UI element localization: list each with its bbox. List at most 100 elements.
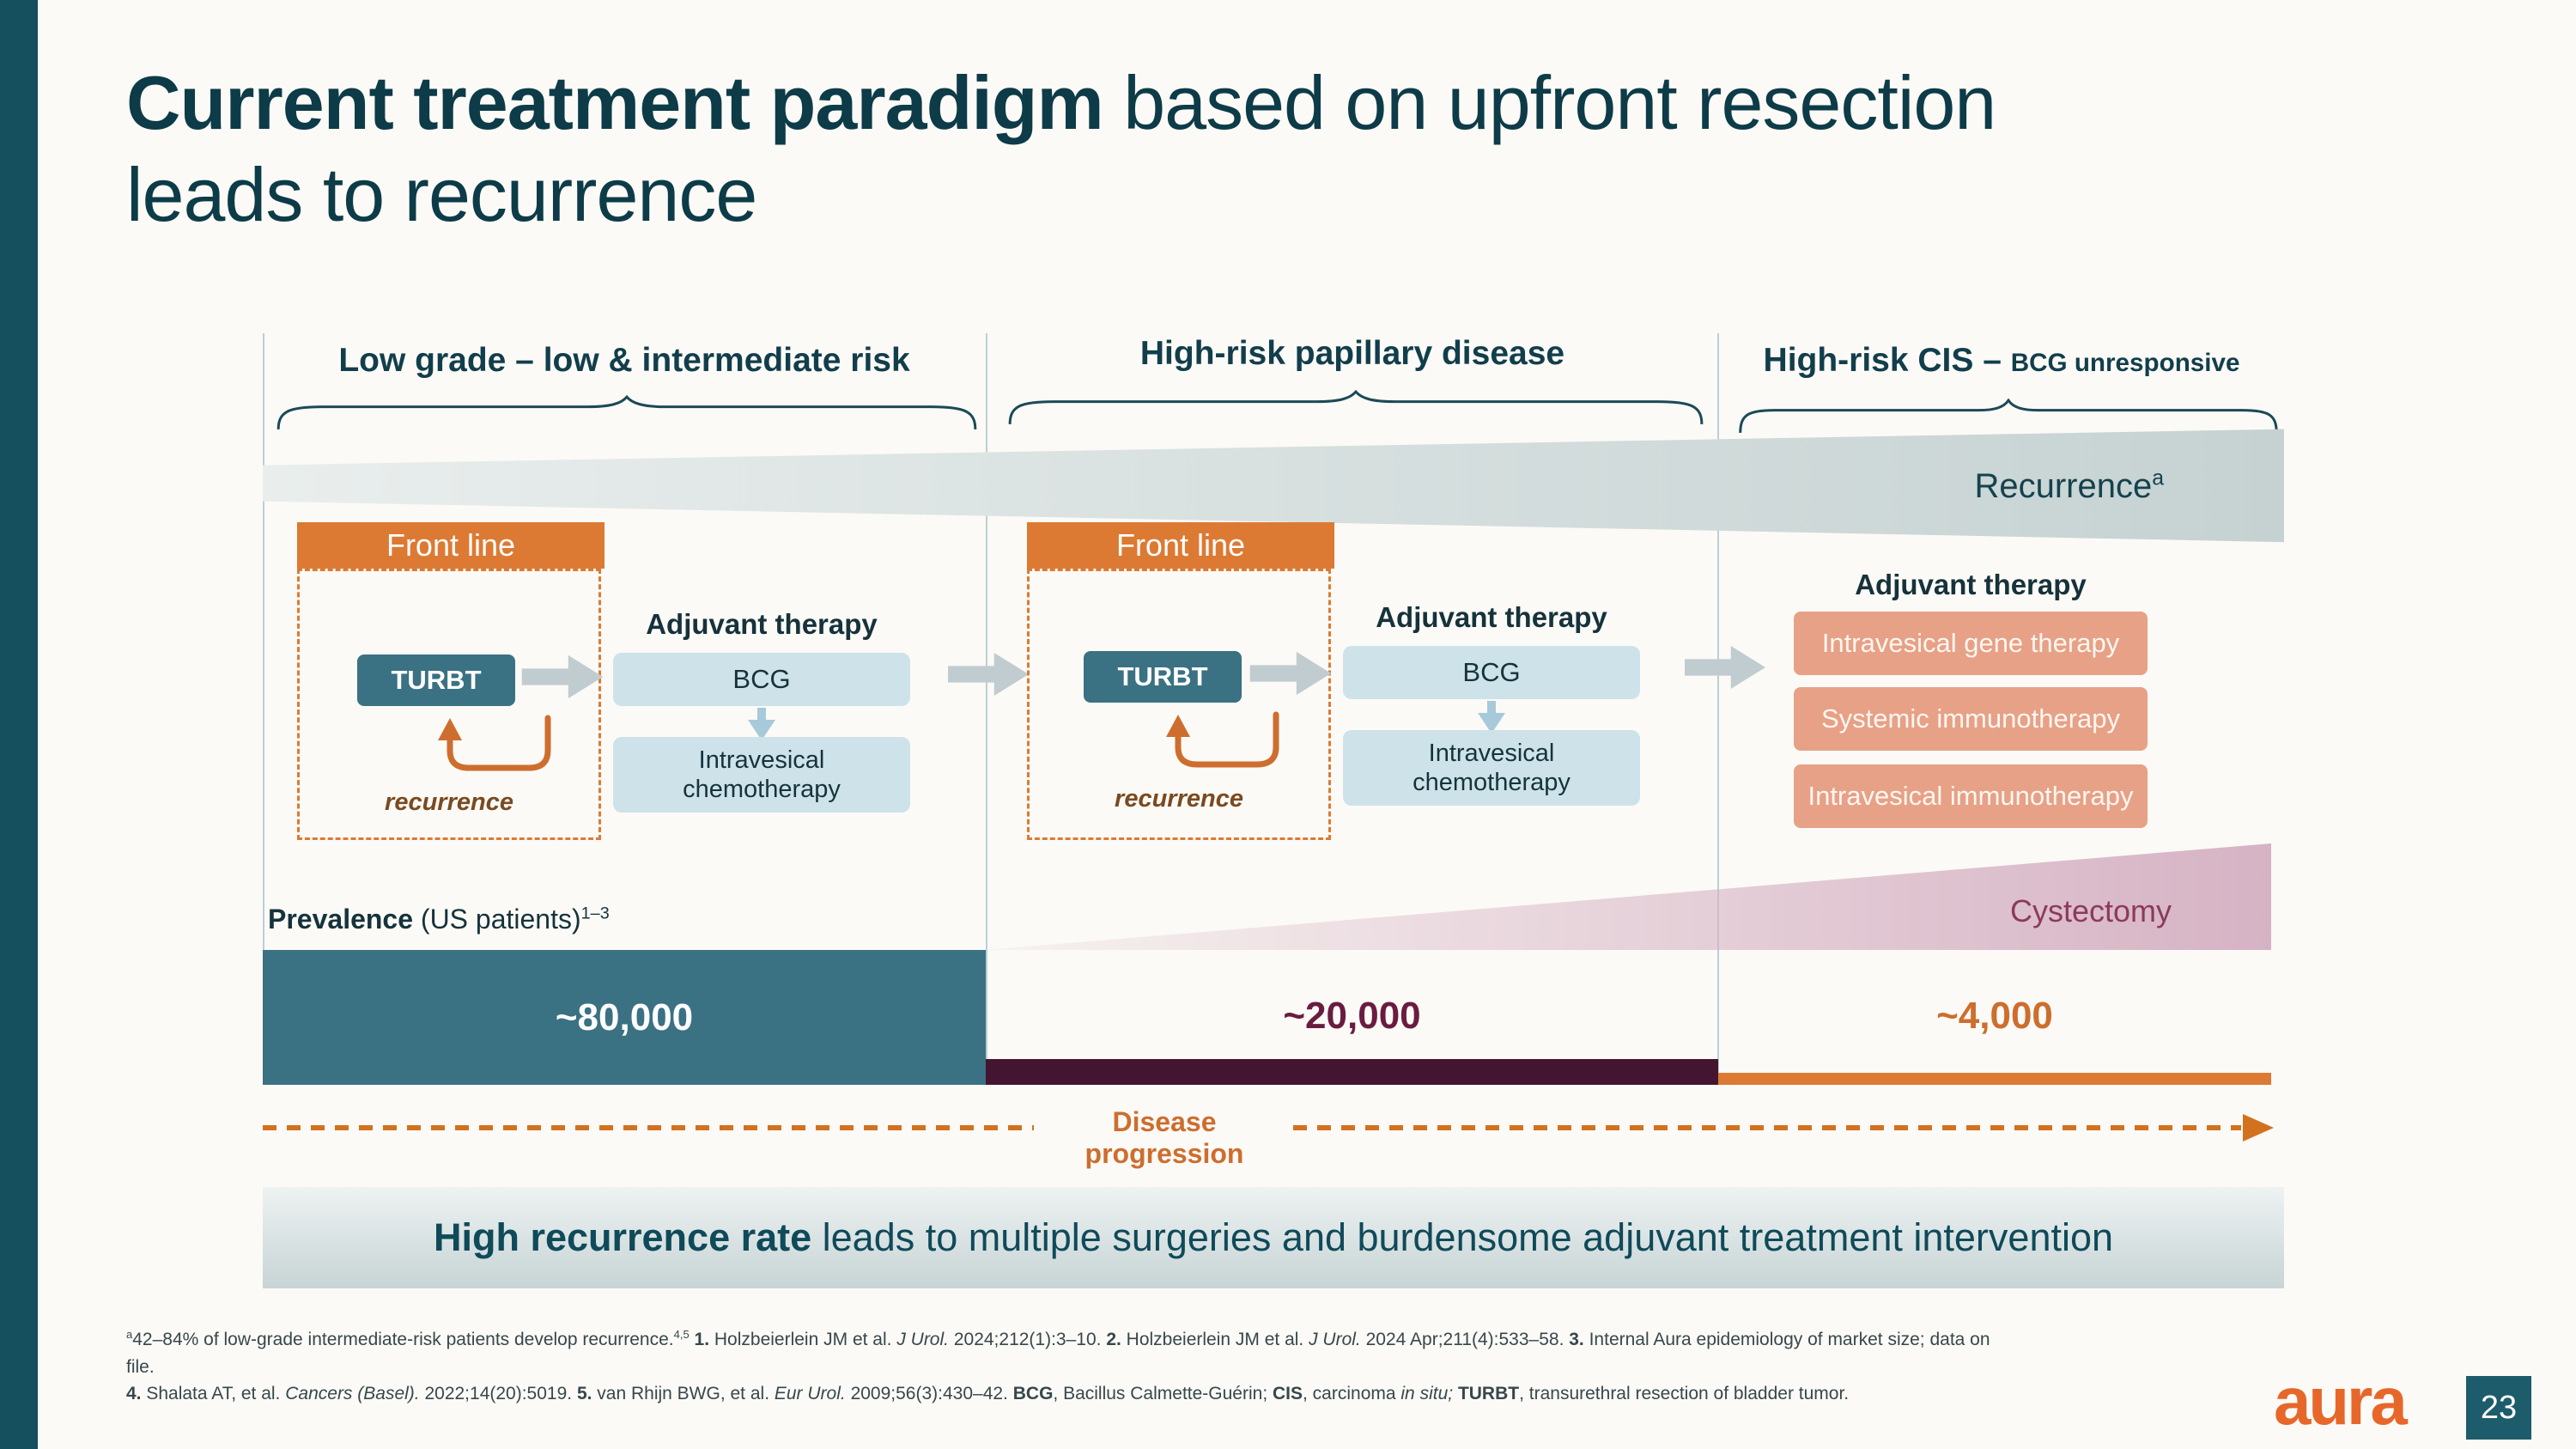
flow-arrow-icon-col2	[1247, 649, 1336, 697]
column-divider-1	[986, 333, 987, 1085]
text-segment: High-risk CIS –	[1763, 342, 2011, 379]
bcg-box-col2: BCG	[1343, 646, 1640, 699]
key-message-banner: High recurrence rate leads to multiple s…	[263, 1187, 2284, 1288]
disease-progression-label: Disease progression	[1084, 1106, 1244, 1169]
adjuvant-therapy-title-col1: Adjuvant therapy	[646, 608, 878, 640]
text-segment: BCG unresponsive	[2010, 349, 2240, 377]
text-segment: leads to multiple surgeries and burdenso…	[811, 1215, 2114, 1259]
disease-progression-dash-right	[1293, 1125, 2241, 1130]
text-segment: 5.	[576, 1384, 592, 1403]
text-segment: J Urol.	[1309, 1330, 1361, 1349]
text-segment: 2024;212(1):3–10.	[949, 1330, 1107, 1349]
text-segment: a	[2152, 466, 2164, 490]
text-segment: , carcinoma	[1303, 1384, 1401, 1403]
text-segment: Cancers (Basel).	[285, 1384, 420, 1403]
down-arrow-icon-col2	[1474, 701, 1509, 735]
text-segment: 4,5	[673, 1328, 690, 1341]
adjuvant-therapy-title-col2: Adjuvant therapy	[1376, 601, 1607, 633]
recurrence-band-label: Recurrencea	[1829, 467, 2164, 506]
text-segment: 3.	[1569, 1330, 1584, 1349]
text-segment: 1.	[694, 1330, 710, 1349]
slide-title-line1: Current treatment paradigm based on upfr…	[126, 57, 2462, 149]
cystectomy-label: Cystectomy	[2009, 893, 2172, 928]
prevalence-bar-high-risk-cis	[1718, 1073, 2271, 1085]
key-message-text: High recurrence rate leads to multiple s…	[434, 1215, 2113, 1260]
front-line-dashed-box-col2	[1027, 569, 1331, 840]
footnotes: a42–84% of low-grade intermediate-risk p…	[126, 1326, 2221, 1408]
adjuvant-therapy-title-col3: Adjuvant therapy	[1855, 569, 2087, 600]
text-segment: TURBT	[1457, 1384, 1520, 1403]
footnote-line-2: file.	[126, 1354, 2221, 1381]
left-accent-bar	[0, 0, 38, 1449]
text-segment: Shalata AT, et al.	[141, 1384, 286, 1403]
column-header-high-risk-papillary: High-risk papillary disease	[987, 335, 1717, 373]
column-transition-arrow-icon-2	[1685, 642, 1767, 692]
flow-arrow-icon-col1	[519, 653, 608, 701]
slide-title: Current treatment paradigm based on upfr…	[126, 57, 2462, 241]
aura-logo: aura	[2274, 1363, 2408, 1439]
footnote-line-1: a42–84% of low-grade intermediate-risk p…	[126, 1326, 2221, 1354]
prevalence-value-high-risk-papillary: ~20,000	[1283, 995, 1421, 1037]
text-segment: Eur Urol.	[774, 1384, 846, 1403]
text-segment: Holzbeierlein JM et al.	[709, 1330, 897, 1349]
text-segment: High-risk papillary disease	[1139, 335, 1565, 372]
text-segment: Prevalence	[268, 904, 414, 935]
intravesical-chemotherapy-box-col1: Intravesical chemotherapy	[613, 737, 910, 813]
text-segment: 42–84% of low-grade intermediate-risk pa…	[132, 1330, 674, 1349]
text-segment: , transurethral resection of bladder tum…	[1519, 1384, 1850, 1403]
prevalence-bar-high-risk-papillary	[986, 1059, 1718, 1085]
prevalence-value-high-risk-cis: ~4,000	[1936, 995, 2053, 1037]
text-segment: 2022;14(20):5019.	[419, 1384, 577, 1403]
text-segment: High recurrence rate	[433, 1215, 812, 1259]
text-segment: based on upfront resection	[1103, 60, 1996, 145]
disease-progression-arrowhead-icon	[2243, 1114, 2274, 1142]
text-segment: 2.	[1106, 1330, 1121, 1349]
recurrence-caption-col2: recurrence	[1115, 785, 1243, 813]
text-segment: (US patients)	[413, 904, 581, 935]
column-header-low-grade: Low grade – low & intermediate risk	[263, 342, 986, 380]
text-segment: van Rhijn BWG, et al.	[592, 1384, 775, 1403]
text-segment: CIS	[1273, 1384, 1303, 1403]
turbt-box-col1: TURBT	[357, 654, 515, 706]
recurrence-loop-icon-col2	[1154, 711, 1300, 780]
column-header-high-risk-cis: High-risk CIS – BCG unresponsive	[1718, 342, 2285, 380]
text-segment: 4.	[126, 1384, 142, 1403]
intravesical-chemotherapy-box-col2: Intravesical chemotherapy	[1343, 730, 1640, 806]
prevalence-label: Prevalence (US patients)1–3	[268, 904, 610, 935]
column-divider-left	[263, 333, 264, 1085]
text-segment: in situ;	[1400, 1384, 1454, 1403]
text-segment: Recurrence	[1974, 467, 2153, 505]
bcg-box-col1: BCG	[613, 653, 910, 706]
front-line-box-col1: Front line	[297, 522, 605, 569]
text-segment: Current treatment paradigm	[126, 60, 1104, 145]
recurrence-loop-icon-col1	[426, 715, 572, 783]
text-segment: 1–3	[580, 904, 610, 923]
text-segment: a	[126, 1328, 133, 1341]
brace-high-risk-papillary	[1005, 390, 1707, 426]
footnote-line-3: 4. Shalata AT, et al. Cancers (Basel). 2…	[126, 1380, 2221, 1408]
text-segment: Internal Aura epidemiology of market siz…	[1583, 1330, 1990, 1349]
page-number-badge: 23	[2466, 1376, 2531, 1440]
brace-low-grade	[273, 395, 981, 431]
text-segment: 2009;56(3):430–42.	[845, 1384, 1013, 1403]
text-segment: Holzbeierlein JM et al.	[1121, 1330, 1309, 1349]
text-segment: file.	[126, 1356, 155, 1377]
turbt-box-col2: TURBT	[1084, 651, 1242, 703]
text-segment: , Bacillus Calmette-Guérin;	[1053, 1384, 1273, 1403]
slide-title-line2: leads to recurrence	[126, 152, 757, 238]
column-divider-2	[1717, 333, 1719, 1085]
text-segment: 2024 Apr;211(4):533–58.	[1360, 1330, 1570, 1349]
front-line-box-col2: Front line	[1027, 522, 1334, 569]
down-arrow-icon-col1	[744, 708, 779, 742]
text-segment: Low grade – low & intermediate risk	[338, 342, 910, 379]
text-segment: J Urol.	[896, 1330, 949, 1349]
systemic-immunotherapy-box: Systemic immunotherapy	[1794, 687, 2148, 751]
recurrence-caption-col1: recurrence	[385, 788, 513, 816]
text-segment: BCG	[1012, 1384, 1054, 1403]
prevalence-bar-low-grade: ~80,000	[263, 950, 986, 1085]
disease-progression-dash-left	[263, 1125, 1034, 1130]
column-transition-arrow-icon-1	[948, 649, 1030, 699]
intravesical-immunotherapy-box: Intravesical immunotherapy	[1794, 764, 2148, 828]
intravesical-gene-therapy-box: Intravesical gene therapy	[1794, 612, 2148, 675]
brace-high-risk-cis	[1736, 399, 2281, 435]
